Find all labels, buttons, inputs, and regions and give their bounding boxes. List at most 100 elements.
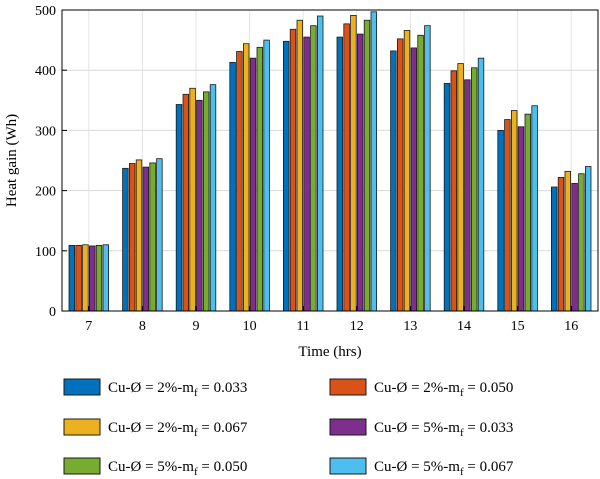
bar	[236, 51, 243, 312]
legend-item: Cu-Ø = 5%-mf = 0.067	[329, 457, 514, 478]
bar	[578, 173, 585, 312]
bar	[282, 40, 290, 312]
bar	[470, 67, 478, 312]
bar	[403, 30, 411, 312]
bar	[350, 15, 357, 312]
y-tick-label: 500	[35, 4, 56, 19]
y-axis: 0 100 200 300 400 500	[35, 4, 67, 320]
bar	[504, 119, 511, 312]
bar	[249, 57, 257, 312]
bar	[457, 63, 464, 312]
legend-label: Cu-Ø = 2%-mf = 0.067	[108, 420, 248, 439]
legend-swatch	[63, 378, 101, 396]
legend-label-value: = 0.050	[198, 459, 248, 475]
bar	[370, 11, 377, 312]
bar	[363, 19, 371, 312]
legend-label-subscript: f	[194, 427, 198, 439]
x-tick-label: 14	[457, 319, 471, 334]
y-tick-label: 400	[35, 64, 56, 79]
x-tick-label: 11	[296, 319, 309, 334]
legend-item: Cu-Ø = 5%-mf = 0.050	[63, 457, 248, 478]
bar	[336, 36, 343, 312]
bar	[551, 186, 558, 312]
bar	[424, 25, 431, 312]
bar	[68, 244, 75, 312]
legend-swatch	[63, 457, 101, 475]
y-tick-label: 100	[35, 245, 56, 260]
bar	[477, 57, 485, 312]
legend-label-value: = 0.067	[198, 420, 248, 436]
bar	[390, 50, 397, 312]
y-tick-label: 200	[35, 185, 56, 200]
x-tick-label: 7	[85, 319, 92, 334]
legend-label-main: Cu-Ø = 5%-m	[108, 459, 194, 475]
y-axis-label: Heat gain (Wh)	[4, 114, 20, 207]
legend-label: Cu-Ø = 2%-mf = 0.050	[374, 380, 513, 399]
bar	[263, 39, 270, 312]
legend-label-value: = 0.033	[198, 380, 248, 396]
bar	[189, 87, 196, 312]
bar	[310, 25, 317, 312]
x-tick-label: 15	[511, 319, 525, 334]
bar	[128, 163, 136, 312]
bar	[417, 34, 424, 312]
y-tick-label: 300	[35, 124, 56, 139]
legend-label-main: Cu-Ø = 2%-m	[108, 420, 194, 436]
x-tick-label: 9	[193, 319, 200, 334]
bar	[497, 129, 504, 312]
legend-swatch	[329, 457, 367, 475]
legend-item: Cu-Ø = 2%-mf = 0.050	[329, 378, 513, 399]
bar	[585, 166, 592, 312]
grid-layer	[62, 9, 598, 312]
bar	[517, 126, 525, 312]
legend-label: Cu-Ø = 5%-mf = 0.067	[374, 459, 514, 478]
bar	[135, 159, 143, 312]
bars-layer	[68, 11, 592, 312]
legend-label-main: Cu-Ø = 2%-m	[374, 380, 460, 396]
legend-label-value: = 0.050	[464, 380, 514, 396]
bar	[202, 91, 210, 312]
bar	[443, 83, 451, 312]
x-axis-label: Time (hrs)	[298, 344, 361, 360]
legend-label-main: Cu-Ø = 2%-m	[108, 380, 194, 396]
legend-label-subscript: f	[194, 466, 198, 478]
legend-swatch	[329, 418, 367, 436]
bar	[564, 170, 571, 312]
legend-swatch	[329, 378, 367, 396]
legend: Cu-Ø = 2%-mf = 0.033 Cu-Ø = 2%-mf = 0.050…	[63, 378, 514, 478]
legend-label-value: = 0.067	[464, 459, 514, 475]
y-tick-label: 0	[49, 305, 56, 320]
bar	[464, 79, 471, 312]
bar	[450, 70, 457, 312]
legend-label-main: Cu-Ø = 5%-m	[374, 459, 460, 475]
bar	[82, 244, 89, 312]
x-tick-label: 10	[243, 319, 257, 334]
bar	[531, 105, 538, 312]
legend-label-subscript: f	[194, 387, 198, 399]
bar	[75, 244, 82, 312]
bar	[303, 36, 310, 312]
bar	[571, 182, 578, 312]
bar	[156, 158, 163, 312]
bar	[242, 43, 250, 312]
bar	[175, 104, 183, 312]
bar	[524, 113, 531, 312]
bar	[343, 23, 350, 312]
bar	[122, 167, 129, 312]
legend-swatch	[63, 418, 101, 436]
x-tick-label: 16	[564, 319, 578, 334]
bar	[557, 176, 565, 312]
x-axis: 7 8 9 10 11 12 13 14 15 16	[85, 306, 578, 334]
bar	[510, 110, 518, 312]
bar	[142, 166, 149, 312]
legend-label-subscript: f	[460, 466, 464, 478]
x-tick-label: 8	[139, 319, 146, 334]
bar	[229, 61, 236, 312]
bar	[256, 46, 263, 312]
bar	[95, 244, 103, 312]
legend-item: Cu-Ø = 2%-mf = 0.067	[63, 418, 248, 439]
legend-label-value: = 0.033	[464, 420, 514, 436]
x-tick-label: 13	[403, 319, 417, 334]
bar	[209, 84, 217, 312]
